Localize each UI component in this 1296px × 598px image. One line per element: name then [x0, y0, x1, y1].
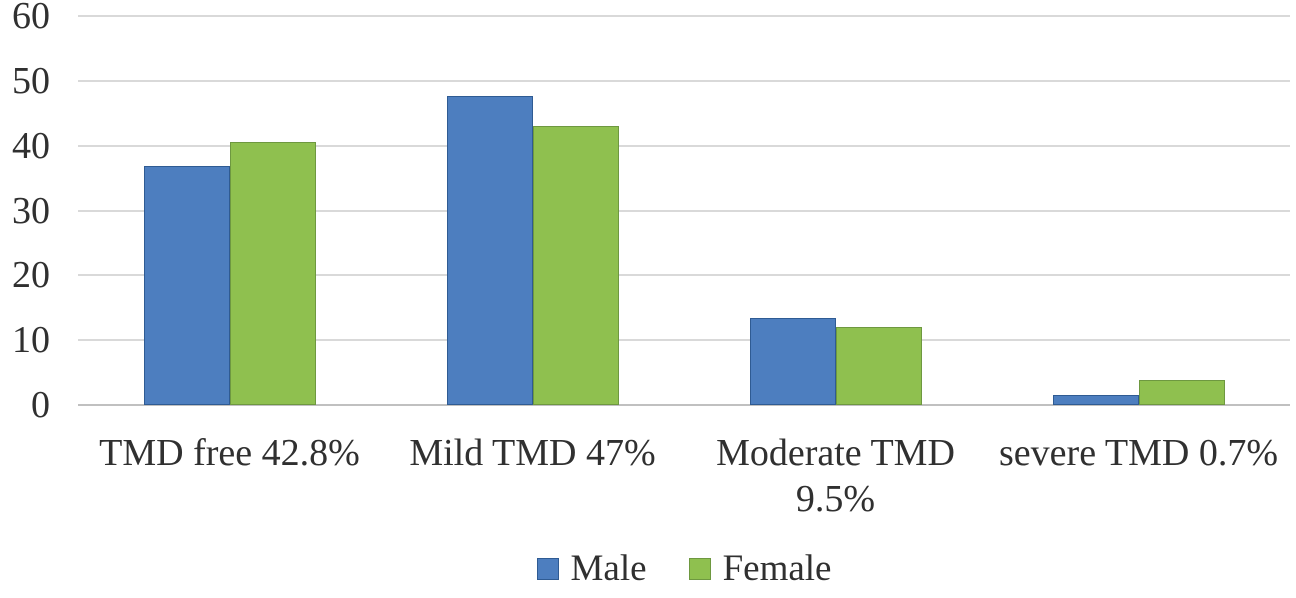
- legend: Male Female: [78, 550, 1290, 587]
- y-axis-tick-label: 0: [31, 384, 50, 426]
- gridline: [78, 209, 1290, 212]
- legend-swatch-male-icon: [536, 557, 559, 580]
- y-axis-tick-label: 10: [12, 319, 50, 362]
- y-axis-tick-label: 60: [12, 0, 50, 37]
- y-axis-tick-label: 40: [12, 124, 50, 167]
- category-label-line: severe TMD 0.7%: [999, 432, 1278, 474]
- category-label-line: Mild TMD 47%: [409, 432, 656, 474]
- bar-male-2: [749, 318, 836, 405]
- bar-male-3: [1052, 394, 1139, 405]
- gridline: [78, 144, 1290, 147]
- y-axis-tick-label: 20: [12, 254, 50, 297]
- category-label: severe TMD 0.7%: [987, 430, 1290, 476]
- category-label-line: Moderate TMD: [716, 432, 955, 474]
- gridline: [78, 339, 1290, 342]
- category-label-line: 9.5%: [795, 478, 876, 520]
- bar-female-3: [1138, 379, 1225, 405]
- gridline: [78, 15, 1290, 17]
- legend-item-male: Male: [536, 548, 647, 589]
- gridline: [78, 79, 1290, 82]
- bar-male-0: [143, 165, 230, 405]
- x-axis-line: [78, 404, 1290, 406]
- category-label: Moderate TMD 9.5%: [684, 430, 987, 522]
- gridline: [78, 274, 1290, 277]
- bar-female-2: [835, 326, 922, 405]
- legend-label: Female: [722, 548, 832, 589]
- bar-male-1: [446, 95, 533, 405]
- legend-label: Male: [570, 548, 647, 589]
- category-label: TMD free 42.8%: [78, 430, 381, 476]
- category-label-line: TMD free 42.8%: [99, 432, 360, 474]
- category-label: Mild TMD 47%: [381, 430, 684, 476]
- legend-item-female: Female: [688, 548, 832, 589]
- y-axis-tick-label: 50: [12, 59, 50, 102]
- bar-female-1: [532, 126, 619, 405]
- bar-female-0: [229, 141, 316, 405]
- legend-swatch-female-icon: [688, 557, 711, 580]
- y-axis-tick-label: 30: [12, 189, 50, 232]
